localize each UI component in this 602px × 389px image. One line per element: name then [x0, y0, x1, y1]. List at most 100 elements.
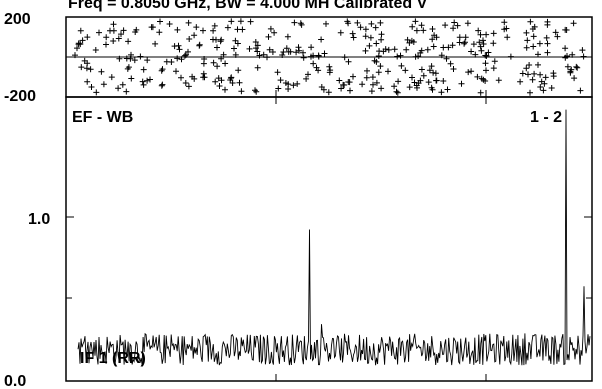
phase-point: [132, 29, 139, 35]
amp-ytick-0: 0.0: [4, 373, 26, 389]
phase-point: [409, 23, 416, 30]
phase-point: [429, 86, 436, 93]
phase-point: [362, 26, 369, 33]
phase-point: [140, 66, 147, 73]
phase-point: [540, 87, 547, 94]
phase-point: [391, 46, 398, 53]
phase-point: [552, 29, 559, 36]
phase-point: [393, 88, 400, 95]
phase-point: [564, 63, 571, 70]
phase-ytick-bottom: -200: [4, 88, 36, 105]
phase-point: [123, 88, 130, 95]
phase-point: [108, 74, 115, 81]
phase-point: [196, 42, 203, 49]
phase-point: [140, 81, 147, 88]
phase-point: [369, 74, 376, 81]
phase-point: [527, 18, 534, 25]
phase-point: [418, 66, 425, 73]
phase-point: [344, 18, 351, 25]
phase-point: [429, 36, 436, 43]
phase-point: [285, 81, 292, 88]
phase-point: [115, 85, 122, 92]
phase-point: [166, 21, 173, 27]
phase-point: [175, 42, 182, 49]
amplitude-axis-ticks: [66, 90, 592, 381]
phase-point: [477, 31, 484, 38]
phase-point: [176, 46, 183, 53]
phase-point: [84, 78, 91, 85]
phase-point: [531, 70, 538, 77]
phase-point: [490, 65, 497, 72]
phase-point: [347, 87, 353, 94]
phase-point: [536, 40, 543, 47]
phase-point: [573, 63, 580, 70]
phase-point: [426, 67, 433, 74]
phase-point: [87, 66, 94, 73]
phase-point: [523, 65, 530, 72]
phase-point: [239, 26, 246, 33]
phase-point: [116, 55, 123, 62]
phase-point: [144, 77, 151, 84]
phase-point: [275, 85, 282, 92]
phase-point: [264, 54, 270, 61]
phase-point: [411, 79, 418, 86]
phase-point: [526, 62, 533, 68]
phase-point: [432, 70, 439, 77]
phase-point: [214, 44, 220, 51]
phase-point: [562, 26, 569, 33]
phase-point: [567, 69, 574, 76]
phase-ytick-top: 200: [4, 11, 31, 28]
phase-point: [530, 33, 537, 40]
phase-point: [103, 41, 109, 48]
phase-point: [88, 84, 95, 90]
phase-point: [128, 75, 135, 82]
phase-point: [152, 40, 159, 47]
phase-point: [438, 52, 445, 59]
phase-point: [527, 89, 533, 96]
phase-point: [443, 55, 450, 62]
phase-point: [468, 68, 475, 75]
phase-point: [362, 47, 369, 54]
phase-point: [495, 77, 502, 84]
phase-point: [406, 84, 413, 91]
phase-point: [265, 33, 272, 40]
phase-point: [440, 78, 447, 84]
phase-point: [548, 85, 555, 91]
amplitude-trace: [77, 109, 591, 366]
phase-point: [252, 39, 259, 45]
phase-point: [456, 34, 463, 41]
phase-point: [287, 48, 294, 55]
phase-point: [232, 37, 239, 44]
phase-point: [178, 56, 185, 63]
phase-point: [359, 81, 366, 88]
phase-point: [156, 29, 163, 36]
chart-title: Freq = 0.8050 GHz, BW = 4.000 MH Calibra…: [68, 0, 428, 12]
phase-point: [542, 74, 549, 81]
phase-point: [477, 89, 484, 96]
phase-point: [501, 19, 508, 26]
phase-point: [300, 49, 306, 56]
phase-point: [482, 60, 489, 67]
phase-point: [224, 24, 231, 31]
phase-point: [391, 83, 398, 90]
phase-point: [200, 27, 206, 34]
phase-point: [462, 34, 469, 41]
phase-point: [570, 20, 577, 27]
phase-point: [174, 26, 181, 33]
phase-point: [485, 49, 492, 56]
phase-point: [529, 26, 536, 32]
phase-point: [266, 46, 273, 53]
phase-point: [574, 64, 581, 71]
phase-point: [269, 49, 276, 55]
phase-point: [537, 84, 544, 90]
phase-point: [438, 89, 445, 96]
phase-point: [303, 75, 310, 82]
phase-point: [211, 22, 218, 29]
phase-point: [201, 74, 208, 81]
phase-point: [362, 33, 369, 40]
phase-point: [96, 29, 102, 36]
phase-point: [274, 69, 281, 76]
phase-point: [380, 48, 387, 55]
phase-point: [267, 25, 274, 32]
phase-point: [394, 89, 401, 96]
